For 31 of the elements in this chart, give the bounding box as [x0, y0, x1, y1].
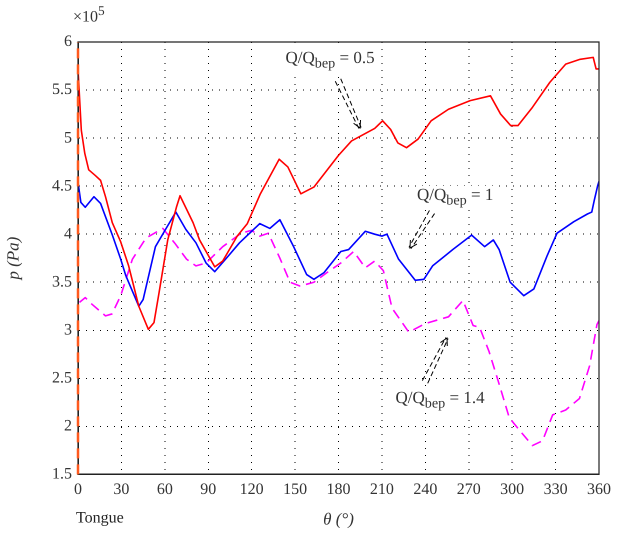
y-tick-label: 5 [64, 129, 72, 146]
x-tick-label: 240 [413, 481, 438, 498]
x-tick-label: 270 [456, 481, 481, 498]
y-tick-label: 3 [64, 321, 72, 338]
annotation: Q/Q$_{bep}$ = 1.4 [394, 388, 486, 412]
y-tick-label: 1.5 [52, 466, 72, 483]
x-tick-label: 360 [587, 481, 611, 498]
ref-line-label: Tongue [76, 510, 124, 527]
text: ×10$^{5}$ [72, 2, 106, 26]
x-tick-label: 0 [74, 481, 82, 498]
x-tick-label: 180 [326, 481, 350, 498]
y-tick-label: 2 [64, 418, 72, 435]
annotation: Q/Q$_{bep}$ = 1 [416, 184, 494, 209]
x-tick-label: 60 [156, 481, 173, 498]
x-tick-label: 30 [113, 481, 130, 498]
y-tick-label: 4.5 [52, 177, 72, 194]
x-tick-label: 210 [370, 481, 394, 498]
x-tick-label: 90 [200, 481, 216, 498]
y-tick-label: 5.5 [52, 81, 72, 98]
y-tick-label: 2.5 [52, 370, 72, 387]
x-tick-label: 330 [544, 481, 568, 498]
y-axis-title: p (Pa) [4, 236, 23, 281]
x-axis-title: θ (°) [323, 509, 354, 528]
x-tick-label: 150 [283, 481, 308, 498]
y-tick-label: 6 [64, 33, 72, 50]
annotation: Q/Q$_{bep}$ = 0.5 [284, 48, 376, 72]
line-series [78, 228, 599, 446]
x-tick-label: 300 [500, 481, 524, 498]
y-tick-label: 3.5 [52, 273, 72, 290]
x-tick-label: 120 [240, 481, 264, 498]
y-tick-label: 4 [64, 225, 72, 242]
